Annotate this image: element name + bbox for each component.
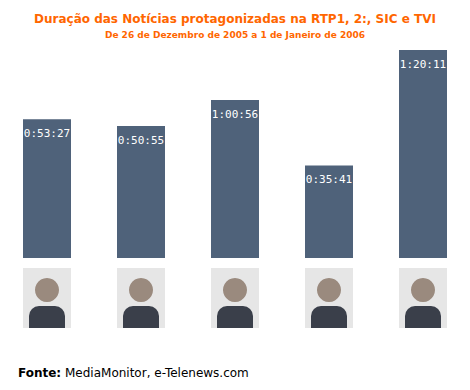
svg-text:Duração das Notícias protagoni: Duração das Notícias protagonizadas na R… [34, 12, 436, 26]
svg-text:0:53:27: 0:53:27 [24, 127, 70, 140]
svg-text:De 26 de Dezembro de 2005 a 1: De 26 de Dezembro de 2005 a 1 de Janeiro… [105, 30, 365, 40]
svg-text:MediaMonitor, e-Telenews.com: MediaMonitor, e-Telenews.com [61, 366, 249, 380]
svg-text:1:00:56: 1:00:56 [212, 108, 258, 121]
svg-text:0:35:41: 0:35:41 [306, 173, 352, 186]
svg-text:Fonte:: Fonte: [18, 366, 61, 380]
svg-text:0:50:55: 0:50:55 [118, 134, 164, 147]
svg-text:1:20:11: 1:20:11 [400, 58, 446, 71]
